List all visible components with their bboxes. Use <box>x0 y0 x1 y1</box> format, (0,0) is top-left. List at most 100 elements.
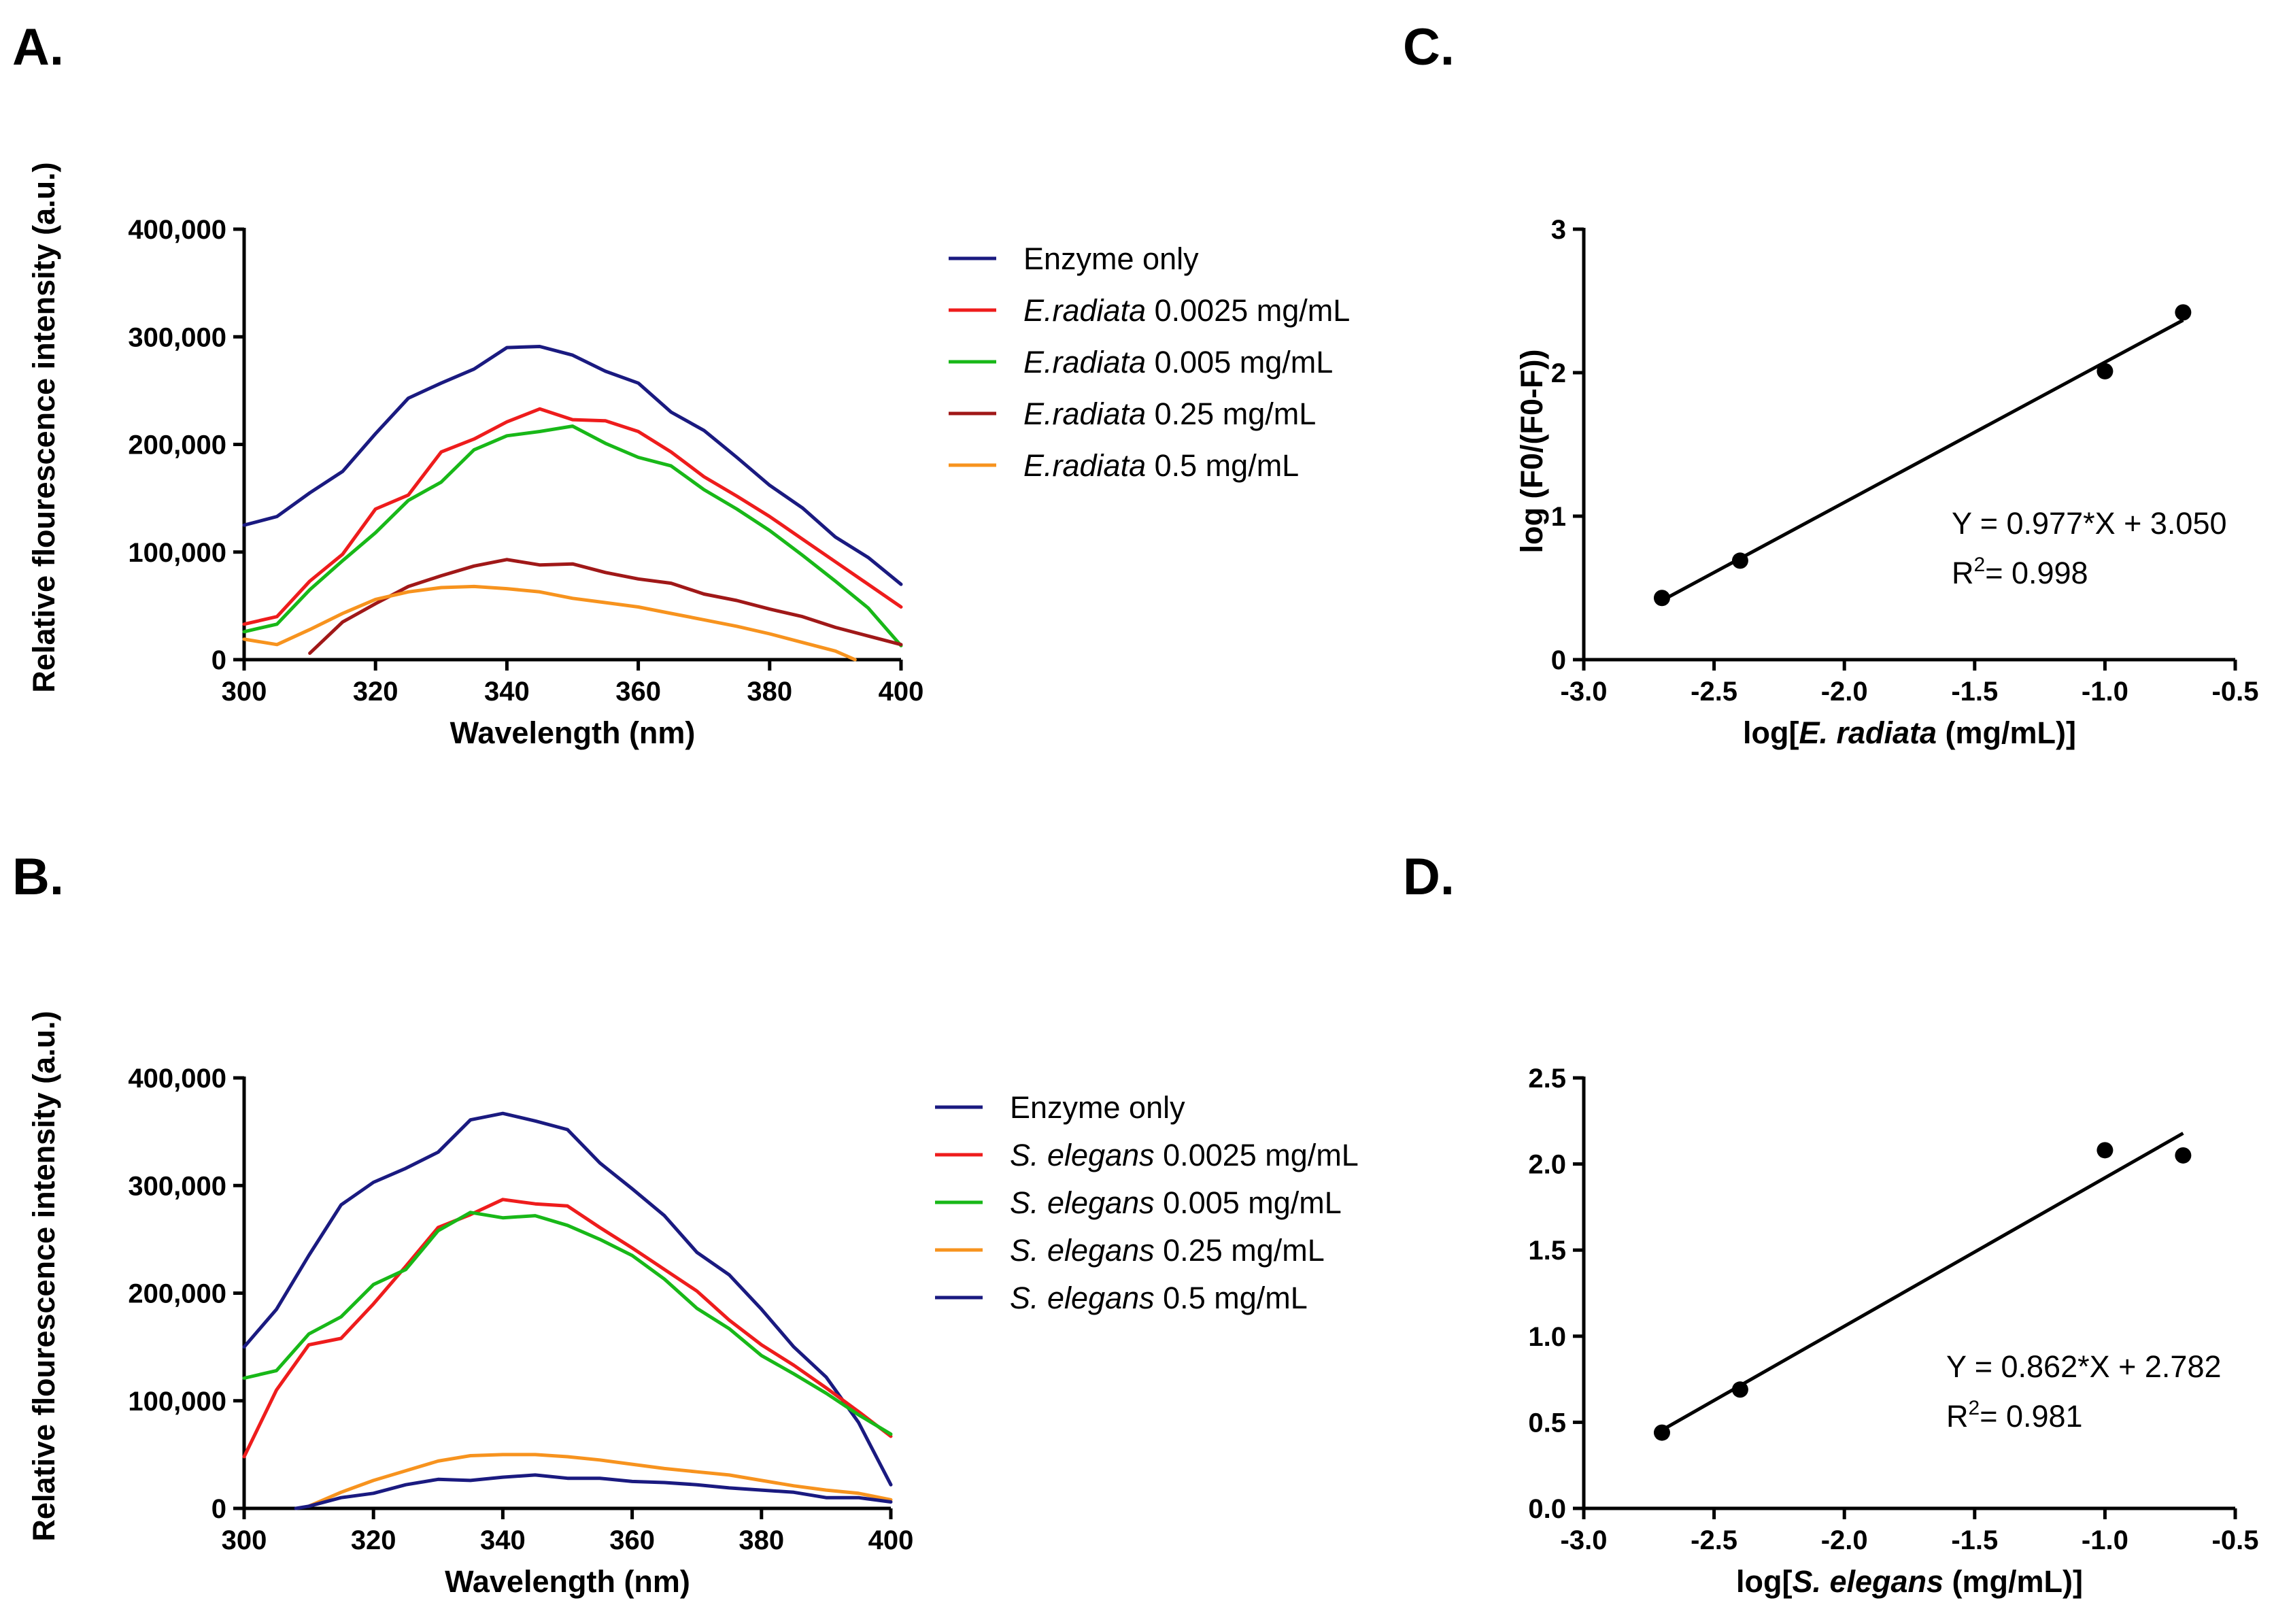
panel-d-y-tick-label: 2.5 <box>1528 1064 1566 1094</box>
panel-b-x-tick-label: 360 <box>609 1525 655 1555</box>
panel-c-r2-value: = 0.998 <box>1985 556 2088 590</box>
panel-c: C. -3.0 -2.5 -2.0 -1.5 -1.0 -0.5 0 1 2 3 log[E. rad… <box>1403 18 2258 750</box>
panel-d-y-tick-label: 2.0 <box>1528 1150 1566 1180</box>
panel-c-y-axis-title: log (F0/(F0-F)) <box>1514 350 1549 554</box>
panel-a: A. 300 320 340 360 380 400 0 100,000 200,000 300,0… <box>12 18 1350 750</box>
panel-a-legend-label-3: E.radiata 0.005 mg/mL <box>1023 345 1333 379</box>
panel-a-y-tick-label: 0 <box>211 645 226 675</box>
panel-b-y-tick-label: 400,000 <box>128 1064 226 1094</box>
panel-b-letter: B. <box>12 848 64 906</box>
panel-a-legend-label-2: E.radiata 0.0025 mg/mL <box>1023 293 1350 328</box>
panel-b-legend-label-2: S. elegans 0.0025 mg/mL <box>1010 1138 1359 1172</box>
panel-c-x-tick-label: -2.5 <box>1691 677 1737 707</box>
panel-c-y-tick-label: 3 <box>1551 215 1566 245</box>
panel-a-legend-conc: 0.25 mg/mL <box>1146 396 1316 431</box>
panel-b-series-line-4 <box>307 1453 893 1508</box>
panel-a-legend-species: E.radiata <box>1023 396 1146 431</box>
panel-a-legend-label-1: Enzyme only <box>1023 241 1199 276</box>
panel-d-x-axis-title-part: S. elegans <box>1792 1564 1944 1599</box>
panel-d-data-point-4 <box>2175 1147 2192 1164</box>
panel-a-series-line-5 <box>242 584 857 662</box>
panel-c-data-point-1 <box>1653 590 1670 607</box>
panel-d-x-tick-label: -1.0 <box>2082 1525 2128 1555</box>
panel-d-x-tick-label: -2.5 <box>1691 1525 1737 1555</box>
panel-b-y-tick-label: 200,000 <box>128 1279 226 1309</box>
panel-b: B. 300 320 340 360 380 400 0 100,000 200,000 300,0… <box>12 848 1359 1599</box>
panel-d-y-tick-label: 1.0 <box>1528 1322 1566 1352</box>
panel-a-legend-species: E.radiata <box>1023 448 1146 483</box>
panel-d-x-tick-label: -0.5 <box>2212 1525 2259 1555</box>
panel-b-x-tick-label: 380 <box>739 1525 784 1555</box>
panel-d-x-tick-label: -3.0 <box>1561 1525 1608 1555</box>
panel-c-x-tick-label: -1.0 <box>2082 677 2128 707</box>
panel-b-x-tick-label: 320 <box>351 1525 396 1555</box>
panel-b-x-tick-label: 300 <box>222 1525 267 1555</box>
panel-a-legend-label-5: E.radiata 0.5 mg/mL <box>1023 448 1299 483</box>
panel-b-legend-conc: 0.5 mg/mL <box>1155 1281 1308 1315</box>
panel-a-x-tick-label: 320 <box>353 677 398 707</box>
panel-c-x-tick-label: -0.5 <box>2212 677 2259 707</box>
panel-c-y-tick-label: 2 <box>1551 358 1566 388</box>
panel-d-fit-line <box>1661 1132 2184 1432</box>
panel-d-data-point-2 <box>1731 1381 1748 1398</box>
panel-a-x-tick-label: 400 <box>879 677 924 707</box>
panel-a-x-tick-label: 300 <box>222 677 267 707</box>
panel-a-y-tick-label: 200,000 <box>128 430 226 460</box>
panel-c-y-tick-label: 1 <box>1551 502 1566 532</box>
panel-b-series-line-1 <box>242 1111 893 1487</box>
panel-a-legend-species: E.radiata <box>1023 293 1146 328</box>
panel-a-y-tick-label: 300,000 <box>128 322 226 352</box>
panel-a-legend-conc: 0.005 mg/mL <box>1146 345 1333 379</box>
panel-a-legend-conc: 0.5 mg/mL <box>1146 448 1299 483</box>
panel-a-series-line-4 <box>308 558 903 655</box>
panel-c-fit-line <box>1661 318 2184 603</box>
panel-b-y-tick-label: 300,000 <box>128 1171 226 1201</box>
panel-b-legend-species: S. elegans <box>1010 1185 1155 1220</box>
panel-c-x-axis-title-part: E. radiata <box>1799 715 1937 750</box>
panel-d-x-axis-title-part: (mg/mL)] <box>1944 1564 2083 1599</box>
panel-b-legend-species: S. elegans <box>1010 1281 1155 1315</box>
panel-c-letter: C. <box>1403 18 1455 76</box>
panel-a-x-tick-label: 380 <box>747 677 792 707</box>
panel-c-x-tick-label: -2.0 <box>1821 677 1868 707</box>
panel-d-equation: Y = 0.862*X + 2.782 <box>1946 1349 2222 1384</box>
panel-c-data-point-4 <box>2175 304 2192 321</box>
panel-b-legend-label-3: S. elegans 0.005 mg/mL <box>1010 1185 1342 1220</box>
panel-d-x-axis-title-part: log[ <box>1736 1564 1792 1599</box>
panel-b-legend-conc: 0.25 mg/mL <box>1155 1233 1325 1268</box>
panel-a-x-tick-label: 360 <box>615 677 661 707</box>
panel-c-x-axis-title: log[E. radiata (mg/mL)] <box>1743 715 2076 750</box>
panel-d-letter: D. <box>1403 848 1455 906</box>
panel-c-x-tick-label: -1.5 <box>1951 677 1998 707</box>
panel-a-legend-label-4: E.radiata 0.25 mg/mL <box>1023 396 1316 431</box>
panel-a-series-line-3 <box>242 424 903 647</box>
panel-d-y-tick-label: 0.0 <box>1528 1494 1566 1524</box>
panel-d-r2-superscript: 2 <box>1969 1397 1980 1419</box>
panel-a-series-line-2 <box>242 407 903 626</box>
panel-c-equation: Y = 0.977*X + 3.050 <box>1952 506 2227 541</box>
panel-a-legend-conc: 0.0025 mg/mL <box>1146 293 1350 328</box>
panel-d-r-squared: R2= 0.981 <box>1946 1397 2083 1434</box>
panel-c-r2-prefix: R <box>1952 556 1974 590</box>
panel-d: D. -3.0 -2.5 -2.0 -1.5 -1.0 -0.5 0.0 0.5 1.0 1.5 2.… <box>1403 848 2258 1599</box>
panel-a-y-axis-title: Relative flourescence intensity (a.u.) <box>27 162 61 692</box>
panel-d-y-tick-label: 1.5 <box>1528 1236 1566 1266</box>
panel-d-x-tick-label: -2.0 <box>1821 1525 1868 1555</box>
panel-a-x-tick-label: 340 <box>484 677 530 707</box>
panel-c-data-point-2 <box>1731 552 1748 569</box>
panel-d-r2-prefix: R <box>1946 1399 1969 1434</box>
panel-b-legend-species: S. elegans <box>1010 1138 1155 1172</box>
panel-b-y-axis-title: Relative flourescence intensity (a.u.) <box>27 1011 61 1541</box>
panel-a-letter: A. <box>12 18 64 76</box>
panel-b-legend-conc: 0.005 mg/mL <box>1155 1185 1342 1220</box>
panel-b-legend-label-1: Enzyme only <box>1010 1090 1185 1125</box>
panel-b-x-axis-title: Wavelength (nm) <box>445 1564 690 1599</box>
panel-c-x-axis-title-part: (mg/mL)] <box>1937 715 2076 750</box>
panel-b-y-tick-label: 0 <box>211 1494 226 1524</box>
panel-a-legend-species: E.radiata <box>1023 345 1146 379</box>
panel-b-series-line-2 <box>242 1198 893 1459</box>
panel-b-series-line-5 <box>294 1473 893 1510</box>
panel-d-data-point-3 <box>2097 1142 2114 1159</box>
panel-d-x-tick-label: -1.5 <box>1951 1525 1998 1555</box>
